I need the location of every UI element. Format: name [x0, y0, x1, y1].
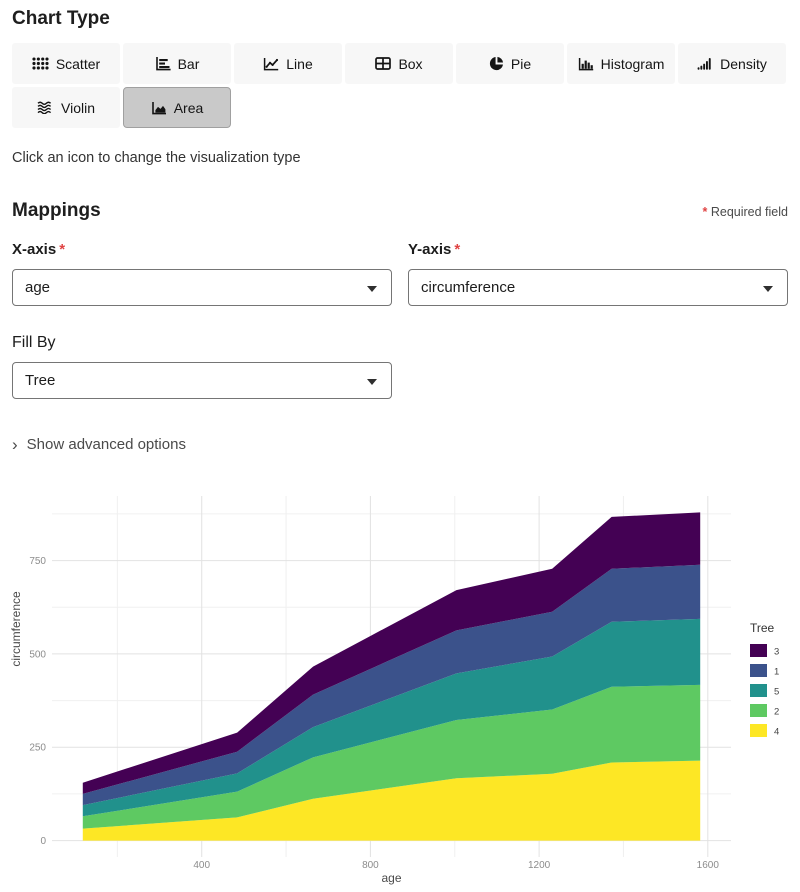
- chart-type-hint: Click an icon to change the visualizatio…: [12, 150, 301, 166]
- scatter-icon: [32, 57, 49, 70]
- bar-icon: [155, 56, 171, 71]
- x-tick-label: 1600: [697, 860, 720, 871]
- fill-by-selected-value: Tree: [25, 372, 56, 389]
- fill-field-row: Fill By Tree: [12, 334, 788, 399]
- chart-type-label: Bar: [177, 55, 200, 72]
- required-note-text: Required field: [710, 205, 788, 219]
- y-tick-label: 250: [29, 743, 46, 754]
- axis-fields-row: X-axis * age Y-axis * circumference: [12, 241, 788, 306]
- x-axis-required-asterisk: *: [59, 241, 66, 258]
- y-axis-field: Y-axis * circumference: [408, 241, 788, 306]
- advanced-options-label: Show advanced options: [26, 436, 186, 453]
- box-icon: [375, 57, 392, 70]
- chart-type-area-button[interactable]: Area: [123, 87, 231, 128]
- chart-type-label: Violin: [61, 99, 95, 116]
- chart-area-series-3: [82, 512, 701, 794]
- legend-label-4: 4: [774, 727, 779, 738]
- y-axis-select[interactable]: circumference: [408, 269, 788, 306]
- chart-type-bar-button[interactable]: Bar: [123, 43, 231, 84]
- y-axis-required-asterisk: *: [454, 241, 461, 258]
- x-tick-label: 400: [193, 860, 210, 871]
- x-axis-field: X-axis * age: [12, 241, 392, 306]
- area-icon: [151, 101, 167, 115]
- chart-area-series-1: [82, 564, 701, 806]
- x-tick-label: 800: [362, 860, 379, 871]
- chart-area-series-2: [82, 684, 701, 829]
- y-axis-title: circumference: [9, 591, 23, 667]
- x-axis-label-text: X-axis: [12, 241, 57, 258]
- density-icon: [697, 57, 713, 70]
- x-axis-select[interactable]: age: [12, 269, 392, 306]
- show-advanced-options-toggle[interactable]: › Show advanced options: [12, 436, 788, 453]
- chart-type-label: Box: [398, 55, 423, 72]
- y-tick-label: 750: [29, 556, 46, 567]
- chart-type-scatter-button[interactable]: Scatter: [12, 43, 120, 84]
- chart-type-label: Line: [286, 55, 313, 72]
- legend-swatch-5: [750, 684, 767, 697]
- y-axis-label-text: Y-axis: [408, 241, 452, 258]
- legend-label-5: 5: [774, 687, 779, 698]
- chart-type-grid: Scatter Bar Line Box Pie Histogram Density Viol…: [12, 43, 788, 128]
- legend-label-3: 3: [774, 647, 779, 658]
- y-tick-label: 500: [29, 649, 46, 660]
- fill-by-label: Fill By: [12, 334, 56, 351]
- pie-icon: [489, 56, 504, 71]
- area-chart: 0 250 500 750 400 800 1200 1600 age circumference…: [9, 496, 779, 885]
- chart-output: 0 250 500 750 400 800 1200 1600 age circumference…: [0, 479, 800, 891]
- y-axis-selected-value: circumference: [421, 279, 516, 296]
- chart-type-label: Density: [720, 55, 767, 72]
- legend-swatch-3: [750, 644, 767, 657]
- chart-type-label: Histogram: [600, 55, 665, 72]
- fill-by-field: Fill By Tree: [12, 334, 392, 399]
- legend-swatch-2: [750, 704, 767, 717]
- chart-area-series-5: [82, 618, 701, 817]
- legend-label-1: 1: [774, 667, 779, 678]
- chevron-right-icon: ›: [12, 435, 18, 454]
- chart-type-histogram-button[interactable]: Histogram: [567, 43, 675, 84]
- chart-type-heading: Chart Type: [12, 8, 110, 29]
- violin-icon: [37, 101, 54, 114]
- mappings-heading: Mappings: [12, 200, 101, 221]
- y-tick-label: 0: [40, 836, 46, 847]
- chart-type-density-button[interactable]: Density: [678, 43, 786, 84]
- legend-swatch-4: [750, 724, 767, 737]
- mappings-header: Mappings * Required field: [12, 200, 788, 222]
- chevron-down-icon: [367, 285, 377, 292]
- line-icon: [263, 57, 279, 71]
- x-tick-label: 1200: [528, 860, 551, 871]
- chart-type-line-button[interactable]: Line: [234, 43, 342, 84]
- chart-type-label: Area: [173, 99, 204, 116]
- chart-type-pie-button[interactable]: Pie: [456, 43, 564, 84]
- y-axis-label: Y-axis *: [408, 241, 788, 258]
- legend-label-2: 2: [774, 707, 779, 718]
- chevron-down-icon: [763, 285, 773, 292]
- x-axis-title: age: [381, 871, 401, 885]
- chart-area-series-4: [82, 760, 701, 841]
- chart-type-box-button[interactable]: Box: [345, 43, 453, 84]
- chart-type-label: Scatter: [55, 55, 101, 72]
- x-axis-selected-value: age: [25, 279, 51, 296]
- chart-type-violin-button[interactable]: Violin: [12, 87, 120, 128]
- x-axis-label: X-axis *: [12, 241, 392, 258]
- chevron-down-icon: [367, 378, 377, 385]
- required-asterisk: *: [702, 205, 708, 219]
- legend-swatch-1: [750, 664, 767, 677]
- fill-by-select[interactable]: Tree: [12, 362, 392, 399]
- required-field-note: * Required field: [703, 205, 789, 222]
- legend-title: Tree: [750, 621, 775, 635]
- histogram-icon: [578, 57, 594, 71]
- chart-type-label: Pie: [510, 55, 532, 72]
